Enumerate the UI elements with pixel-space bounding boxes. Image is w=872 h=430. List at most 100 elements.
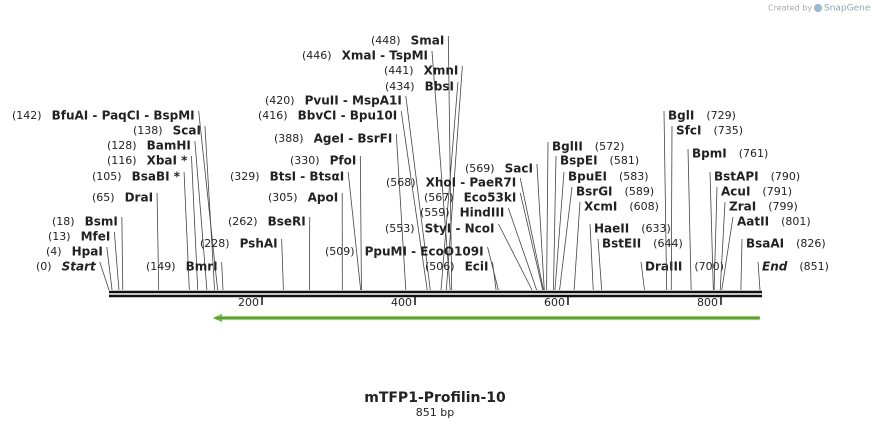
enzyme-name: ApoI: [308, 191, 339, 205]
enzyme-name: BstEII: [602, 237, 641, 251]
site-position: (420): [265, 94, 295, 107]
enzyme-name: BsaAI: [746, 237, 784, 251]
enzyme-name: PvuII - MspA1I: [305, 94, 402, 108]
cut-line: [440, 81, 459, 291]
site-position: (13): [48, 230, 71, 243]
cut-line: [191, 155, 199, 291]
enzyme-name: StyI - NcoI: [425, 222, 495, 236]
cut-line: [106, 246, 113, 291]
enzyme-name: DraIII: [645, 260, 682, 274]
enzyme-name: XcmI: [584, 200, 617, 214]
enzyme-name: XmnI: [424, 64, 459, 78]
enzyme-name: BsmI: [85, 215, 118, 229]
site-position: (262): [228, 215, 258, 228]
site-position: (729): [706, 109, 736, 122]
site-position: (583): [619, 170, 649, 183]
cut-line: [99, 261, 110, 291]
site-position: (0): [36, 260, 52, 273]
cut-line: [640, 261, 645, 291]
site-position: (569): [465, 162, 495, 175]
feature-arrowhead: [213, 314, 223, 322]
site-position: (791): [762, 185, 792, 198]
enzyme-name: PpuMI - EcoO109I: [365, 245, 484, 259]
enzyme-name: SfcI: [676, 124, 701, 138]
enzyme-name: HpaI: [72, 245, 103, 259]
cut-line: [507, 207, 538, 291]
site-position: (446): [302, 49, 332, 62]
site-position: (801): [781, 215, 811, 228]
site-position: (149): [146, 260, 176, 273]
site-position: (644): [653, 237, 683, 250]
cut-line: [757, 261, 761, 291]
cut-line: [559, 186, 573, 291]
cut-line: [573, 201, 581, 291]
enzyme-name: AgeI - BsrFI: [314, 132, 393, 146]
cut-line: [536, 163, 545, 291]
site-position: (416): [258, 109, 288, 122]
enzyme-name: XhoI - PaeR7I: [426, 176, 517, 190]
cut-line: [359, 155, 362, 291]
enzyme-name: XbaI *: [147, 154, 189, 168]
site-position: (434): [385, 80, 415, 93]
cut-line: [405, 95, 431, 291]
cut-line: [183, 171, 190, 291]
site-position: (329): [230, 170, 260, 183]
enzyme-name: ScaI: [173, 124, 201, 138]
cut-line: [198, 110, 219, 291]
enzyme-name: AatII: [737, 215, 769, 229]
site-position: (4): [46, 245, 62, 258]
cut-line: [281, 238, 284, 291]
scale-label: 800: [697, 296, 718, 309]
cut-line: [597, 238, 603, 291]
cut-line: [498, 223, 533, 291]
site-position: (116): [107, 154, 137, 167]
cut-line: [713, 186, 718, 291]
cut-line: [670, 125, 673, 291]
enzyme-name: PfoI: [330, 154, 357, 168]
enzyme-name: BfuAI - PaqCI - BspMI: [52, 109, 195, 123]
cut-line: [740, 238, 743, 291]
cut-line: [721, 216, 734, 291]
site-position: (138): [133, 124, 163, 137]
site-position: (633): [641, 222, 671, 235]
site-position: (509): [325, 245, 355, 258]
site-position: (18): [52, 215, 75, 228]
site-position: (589): [625, 185, 655, 198]
cut-line: [431, 50, 451, 291]
enzyme-name: BglII: [552, 140, 583, 154]
enzyme-name: HaeII: [594, 222, 629, 236]
cut-line: [492, 261, 497, 291]
enzyme-name: Start: [62, 260, 97, 274]
site-position: (826): [796, 237, 826, 250]
enzyme-name: PshAI: [240, 237, 278, 251]
cut-line: [553, 155, 557, 291]
site-position: (142): [12, 109, 42, 122]
site-position: (448): [371, 34, 401, 47]
site-position: (735): [713, 124, 743, 137]
enzyme-name: HindIII: [460, 206, 505, 220]
cut-line: [519, 177, 544, 291]
site-position: (851): [799, 260, 829, 273]
enzyme-name: BamHI: [147, 139, 191, 153]
enzyme-name: SmaI: [411, 34, 445, 48]
brand: SnapGene: [824, 4, 871, 14]
enzyme-name: Eco53kI: [464, 191, 517, 205]
enzyme-name: ZraI: [729, 200, 756, 214]
site-position: (128): [107, 139, 137, 152]
cut-line: [709, 171, 714, 291]
site-position: (799): [768, 200, 798, 213]
site-position: (700): [694, 260, 724, 273]
cut-line: [113, 231, 120, 291]
site-position: (506): [425, 260, 455, 273]
site-position: (761): [739, 147, 769, 160]
scale-label: 200: [238, 296, 259, 309]
site-position: (581): [610, 154, 640, 167]
site-position: (790): [771, 170, 801, 183]
cut-line: [347, 171, 362, 291]
enzyme-name: BtsI - BtsαI: [270, 170, 345, 184]
site-position: (65): [92, 191, 115, 204]
site-position: (388): [274, 132, 304, 145]
brand-icon: [814, 4, 822, 12]
site-position: (105): [92, 170, 122, 183]
